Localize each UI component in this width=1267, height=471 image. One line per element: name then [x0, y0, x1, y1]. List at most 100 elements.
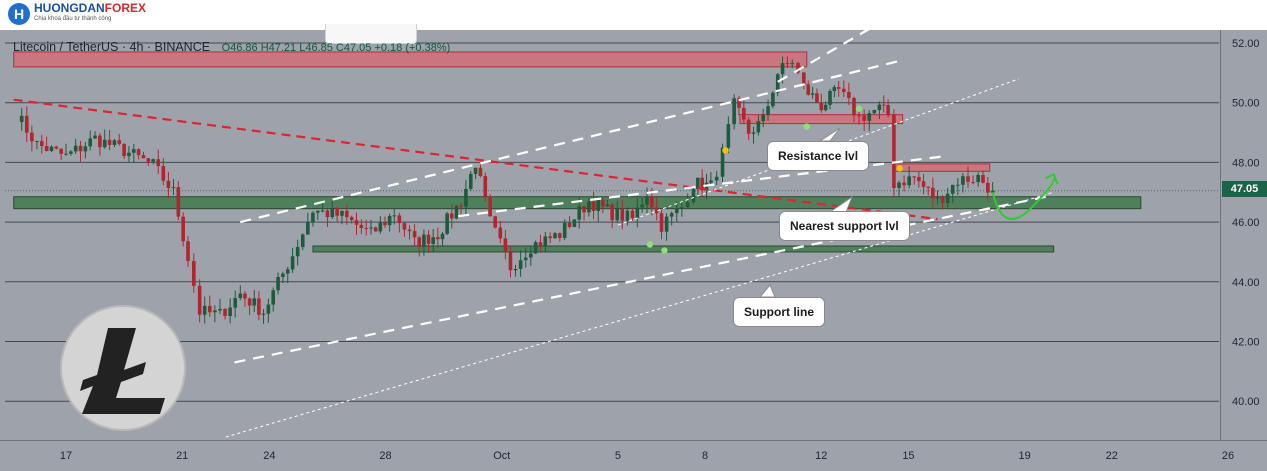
candle-body [935, 197, 940, 199]
candle-body [751, 132, 756, 134]
candle-body [39, 141, 44, 146]
candle-body [582, 206, 586, 213]
candle-body [218, 308, 222, 311]
signal-marker [803, 123, 810, 130]
brand-logo: H HUONGDANFOREX Chia khoá đầu tư thành c… [8, 1, 147, 25]
candle-body [407, 229, 412, 232]
resistance-zone-top [13, 51, 808, 68]
candle-body [685, 202, 690, 208]
candle-body [931, 187, 935, 199]
candle-body [281, 273, 285, 277]
candle-body [181, 216, 185, 242]
candle-body [543, 236, 548, 247]
candle-body [558, 233, 562, 238]
candle-body [819, 102, 824, 111]
candle-body [252, 298, 257, 306]
candle-body [285, 269, 290, 274]
candle-body [785, 63, 790, 65]
candle-body [19, 115, 24, 123]
candle-body [44, 145, 49, 152]
candle-body [315, 210, 320, 213]
candle-body [247, 298, 252, 306]
candle-body [912, 176, 917, 178]
candle-body [354, 220, 359, 225]
signal-marker [646, 241, 654, 248]
candle-body [746, 119, 751, 134]
candle-body [756, 121, 761, 133]
litecoin-logo-icon [60, 305, 186, 431]
candle-body [417, 237, 422, 248]
candle-body [664, 216, 669, 232]
candle-body [680, 207, 684, 209]
brand-name-b: FOREX [104, 1, 147, 15]
candle-body [449, 213, 454, 219]
candle-body [440, 233, 445, 240]
candle-body [921, 181, 926, 187]
brand-tagline: Chia khoá đầu tư thành công [34, 16, 112, 22]
candle-body [359, 224, 364, 228]
candle-body [320, 210, 325, 212]
candle-body [836, 87, 841, 89]
candle-body [950, 184, 955, 194]
candle-body [306, 222, 310, 235]
candle-body [257, 298, 261, 315]
candle-body [732, 98, 736, 125]
candle-body [847, 91, 851, 98]
candle-body [828, 90, 832, 105]
resistance-callout: Resistance lvl [767, 141, 870, 171]
candle-body [601, 199, 605, 207]
candle-body [88, 138, 93, 147]
symbol-legend[interactable]: Litecoin / TetherUS · 4h · BINANCE O46.8… [13, 40, 450, 54]
candle-body [572, 219, 577, 228]
candle-body [810, 93, 815, 95]
candle-body [59, 148, 63, 154]
candle-body [271, 290, 276, 305]
candle-body [596, 199, 600, 212]
candle-body [30, 132, 34, 142]
candle-body [373, 227, 378, 232]
candle-body [615, 208, 620, 221]
time-axis[interactable] [0, 440, 1267, 471]
candle-body [266, 304, 271, 314]
candle-body [823, 104, 828, 111]
candle-body [98, 135, 102, 148]
candle-body [202, 305, 207, 315]
candle-body [383, 222, 387, 226]
candle-body [24, 115, 29, 133]
candle-body [503, 238, 508, 252]
candle-body [112, 140, 117, 145]
support-line-callout: Support line [733, 297, 825, 327]
candle-body [726, 124, 731, 148]
candle-body [508, 251, 513, 271]
candle-body [630, 210, 635, 219]
candle-body [412, 231, 417, 238]
candle-body [166, 180, 171, 188]
candle-body [69, 151, 73, 154]
candle-body [459, 205, 463, 207]
symbol-title: Litecoin / TetherUS · 4h · BINANCE [13, 40, 211, 54]
candle-body [83, 146, 88, 152]
candle-body [877, 104, 882, 111]
candle-body [610, 204, 614, 221]
candle-body [276, 276, 280, 291]
candle-body [436, 237, 440, 240]
header-tab-card [325, 24, 417, 44]
candle-body [907, 176, 911, 186]
candle-body [186, 241, 190, 261]
projection-arrowhead [1045, 172, 1059, 185]
candle-body [340, 210, 344, 216]
candle-body [775, 74, 780, 93]
candle-body [832, 87, 837, 91]
candle-body [815, 93, 819, 103]
outer-dotted-upper [617, 78, 1020, 226]
candle-body [233, 298, 238, 308]
price-axis[interactable] [1220, 30, 1267, 440]
candle-body [238, 293, 243, 299]
candle-body [295, 246, 300, 257]
candle-body [892, 114, 896, 188]
candle-body [171, 187, 176, 189]
candle-body [696, 177, 700, 190]
candle-body [213, 310, 217, 313]
